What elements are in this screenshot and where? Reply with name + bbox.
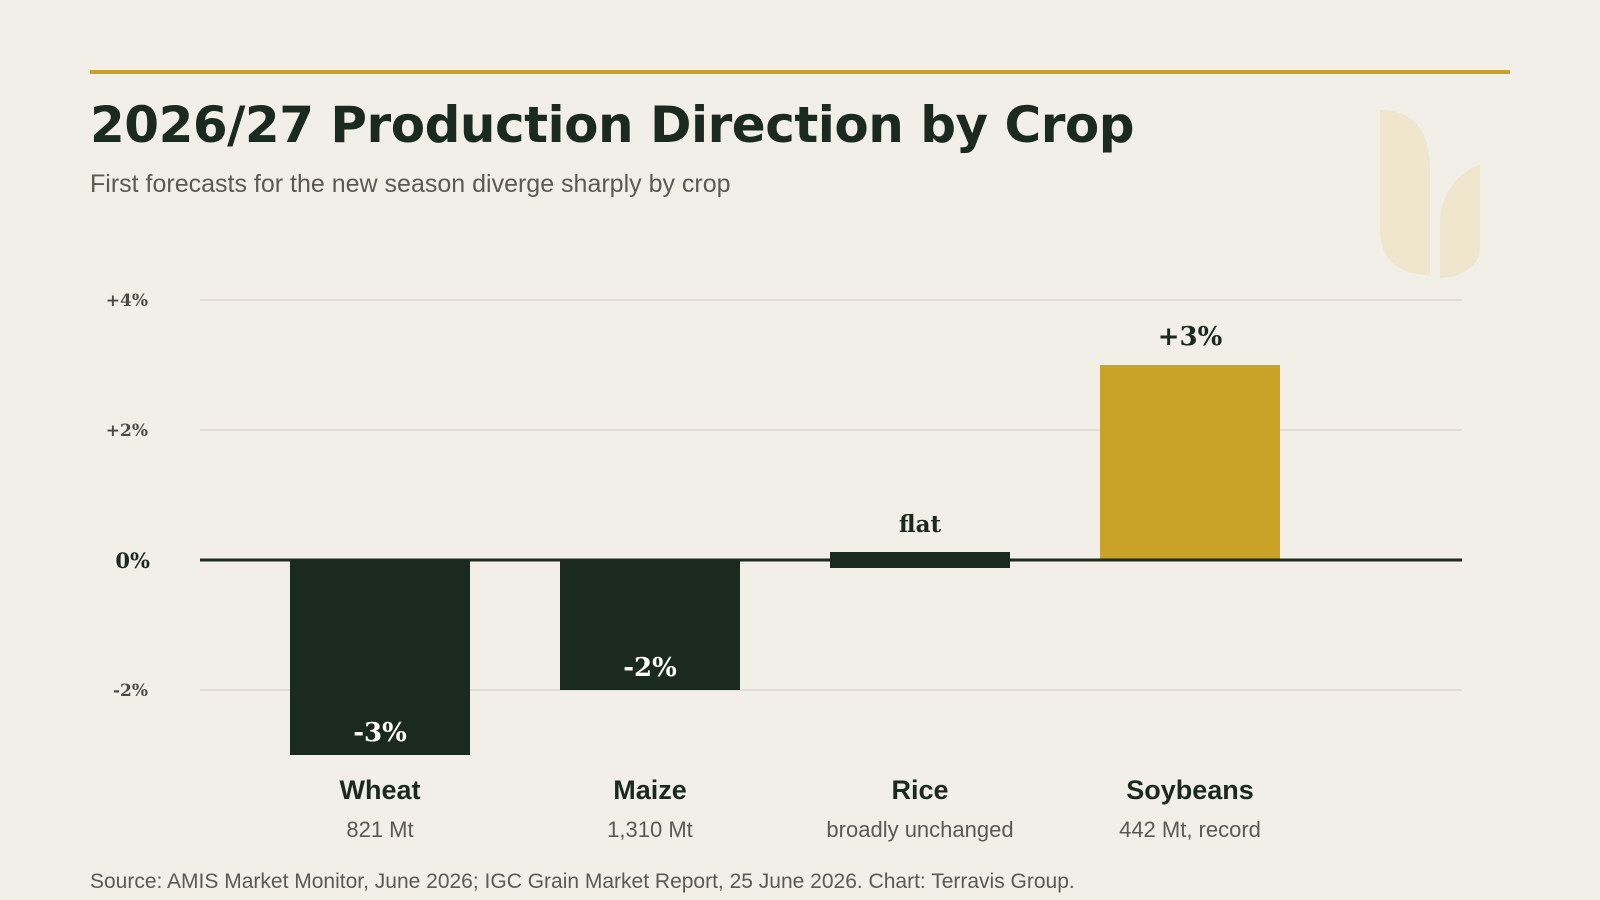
x-category-sublabel: 821 Mt <box>346 817 413 842</box>
bar-soybeans <box>1100 365 1280 560</box>
source-note: Source: AMIS Market Monitor, June 2026; … <box>90 870 1075 893</box>
y-tick-label: 0% <box>115 548 150 573</box>
x-category-sublabel: 1,310 Mt <box>607 817 693 842</box>
y-tick-label: +2% <box>106 421 148 441</box>
bar-value-label: flat <box>899 511 942 538</box>
x-category-label: Maize <box>613 775 687 805</box>
x-category-sublabel: 442 Mt, record <box>1119 817 1261 842</box>
bar-value-label: +3% <box>1158 322 1223 352</box>
top-accent-rule <box>90 70 1510 74</box>
bar-value-label: -2% <box>623 653 677 683</box>
bar-maize <box>560 560 740 690</box>
leaf-icon <box>1380 110 1480 278</box>
x-category-label: Soybeans <box>1126 775 1254 805</box>
x-category-sublabel: broadly unchanged <box>826 817 1013 842</box>
y-tick-label: -2% <box>113 681 148 701</box>
page-subtitle: First forecasts for the new season diver… <box>90 170 731 198</box>
page-title: 2026/27 Production Direction by Crop <box>90 96 1135 154</box>
bar-value-label: -3% <box>353 718 407 748</box>
y-tick-label: +4% <box>106 291 148 311</box>
bar-wheat <box>290 560 470 755</box>
x-category-label: Wheat <box>340 775 421 805</box>
x-category-label: Rice <box>891 775 948 805</box>
